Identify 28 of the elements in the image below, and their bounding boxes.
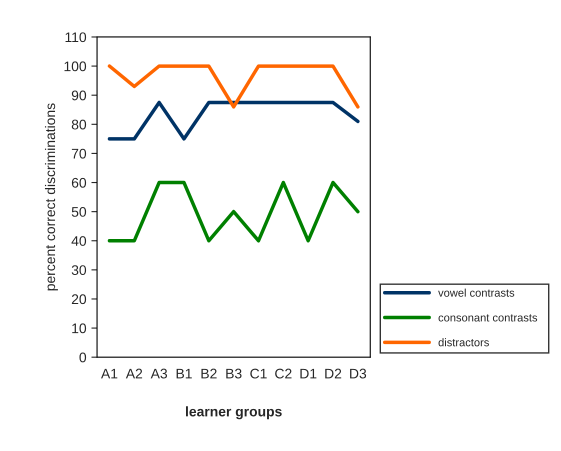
legend-label: consonant contrasts: [438, 314, 538, 322]
y-tick-label: 90: [72, 90, 86, 100]
legend-label: vowel contrasts: [438, 288, 514, 297]
x-tick-label: A2: [126, 368, 142, 378]
x-tick-label: D3: [350, 368, 366, 379]
y-tick-label: 80: [72, 120, 86, 130]
y-tick-label: 60: [72, 178, 86, 188]
y-tick-label: 100: [64, 61, 86, 72]
y-tick-label: 50: [72, 206, 86, 217]
y-tick-label: 0: [79, 352, 86, 362]
x-tick-label: B1: [176, 368, 192, 378]
x-tick-label: B3: [226, 368, 242, 379]
x-tick-label: D2: [325, 368, 342, 378]
y-tick-label: 110: [66, 32, 86, 42]
x-axis-title: learner groups: [186, 406, 282, 420]
x-tick-label: B2: [201, 368, 217, 378]
x-tick-label: C2: [275, 368, 292, 379]
x-tick-label: D1: [300, 368, 316, 378]
x-tick-label: C1: [250, 368, 267, 379]
y-axis-title: percent correct discriminations: [44, 103, 58, 290]
y-tick-label: 30: [72, 265, 86, 276]
x-tick-label: A3: [150, 368, 168, 379]
x-tick-label: A1: [101, 368, 118, 378]
y-tick-label: 20: [72, 294, 86, 304]
y-tick-label: 70: [72, 148, 86, 159]
y-tick-label: 40: [72, 236, 86, 246]
legend-label: distractors: [438, 338, 489, 346]
y-tick-label: 10: [72, 323, 86, 334]
